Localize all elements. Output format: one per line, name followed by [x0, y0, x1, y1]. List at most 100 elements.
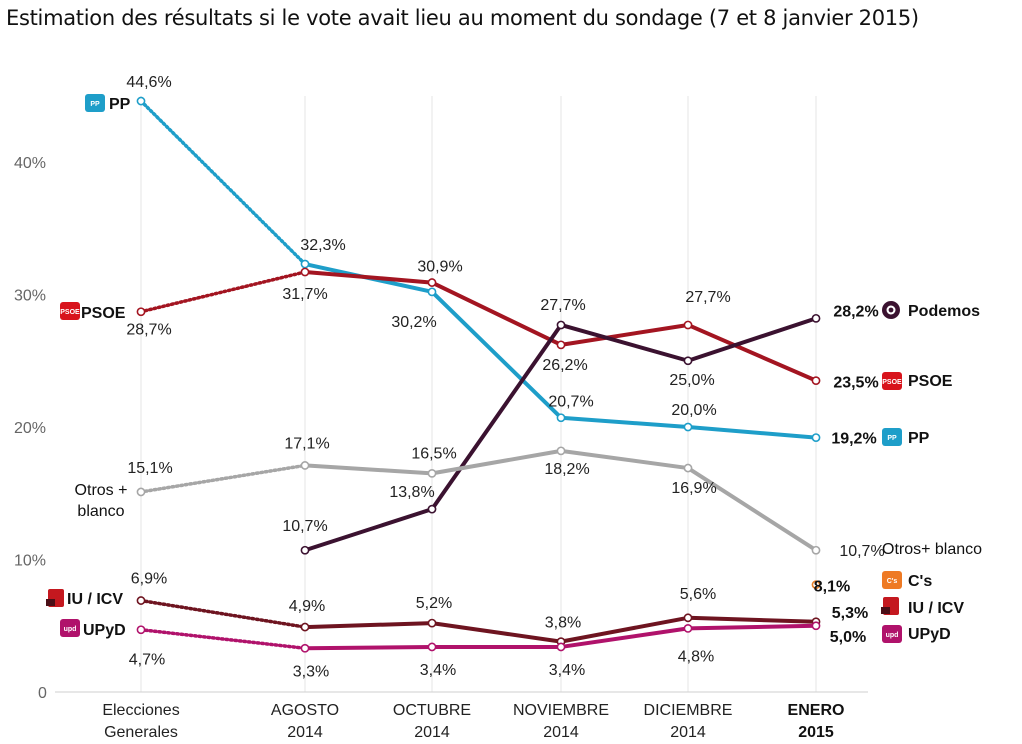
upyd-point [427, 642, 437, 652]
podemos-data-label: 27,7% [540, 297, 585, 314]
upyd-point [556, 642, 566, 652]
otros-blanco-point [136, 487, 146, 497]
upyd-segment [559, 626, 690, 649]
grid-layer [140, 96, 817, 692]
pp-data-label: 32,3% [300, 237, 345, 254]
psoe-segment [430, 280, 563, 347]
podemos-point [427, 504, 437, 514]
iu-icv-point [136, 596, 146, 605]
otros-blanco-point [683, 463, 693, 473]
pp-logo-icon: PP [85, 94, 105, 112]
x-tick-label: 2015 [798, 724, 834, 741]
x-tick-label: Generales [104, 724, 178, 741]
legend-start-psoe: PSOE [81, 305, 126, 322]
x-tick-label: OCTUBRE [393, 702, 471, 719]
otros-blanco-data-label: 10,7% [839, 543, 884, 560]
y-tick-label: 40% [14, 155, 46, 172]
podemos-segment [686, 316, 818, 363]
podemos-segment [430, 322, 563, 512]
otros-blanco-data-label: 16,9% [671, 480, 716, 497]
upyd-logo-icon: upd [882, 625, 902, 643]
iu-icv-point [300, 622, 310, 632]
iu-icv-data-label: 5,6% [680, 586, 716, 603]
podemos-segment [559, 322, 690, 363]
iu-logo-icon [46, 589, 64, 607]
pp-data-label: 44,6% [126, 74, 171, 91]
legend-end-pp: PP [908, 430, 930, 447]
y-tick-label: 0 [38, 685, 47, 702]
svg-text:upd: upd [886, 632, 899, 639]
line-layer [139, 99, 818, 651]
iu-icv-data-label: 5,3% [832, 605, 868, 622]
upyd-segment [303, 644, 434, 651]
otros-blanco-data-label: 16,5% [411, 445, 456, 462]
x-tick-label: Elecciones [102, 702, 179, 719]
psoe-segment [139, 270, 307, 314]
legend-end-iu: IU / ICV [908, 600, 964, 617]
label-layer: 44,6% 32,3% 30,2% 20,7% 20,0% 19,2% 28,7% 31,7%… [126, 74, 884, 680]
x-tick-label: 2014 [670, 724, 706, 741]
svg-text:C's: C's [887, 578, 898, 585]
x-tick-label: DICIEMBRE [644, 702, 733, 719]
podemos-data-label: 10,7% [282, 518, 327, 535]
iu-logo-icon [881, 597, 899, 615]
upyd-data-label: 3,4% [420, 662, 456, 679]
pp-data-label: 20,7% [548, 394, 593, 411]
upyd-data-label: 3,4% [549, 662, 585, 679]
upyd-point [300, 643, 310, 653]
cs-logo-icon: C's [882, 571, 902, 589]
psoe-logo-icon: PSOE [882, 372, 902, 390]
otros-blanco-point [300, 461, 310, 470]
pp-data-label: 30,2% [391, 314, 436, 331]
otros-blanco-data-label: 18,2% [544, 461, 589, 478]
podemos-data-label: 25,0% [669, 372, 714, 389]
legend-start-iu: IU / ICV [67, 591, 123, 608]
upyd-segment [139, 627, 307, 651]
podemos-logo-icon [882, 301, 900, 319]
pp-segment [430, 289, 563, 420]
iu-icv-point [427, 618, 437, 628]
otros-blanco-point [427, 468, 437, 478]
psoe-data-label: 23,5% [833, 375, 878, 392]
upyd-segment [686, 623, 818, 631]
legend-start-upyd: UPyD [83, 622, 126, 639]
upyd-data-label: 4,8% [678, 648, 714, 665]
svg-text:PSOE: PSOE [60, 309, 80, 316]
podemos-point [300, 545, 310, 555]
iu-icv-segment [559, 615, 690, 644]
y-tick-label: 30% [14, 288, 46, 305]
pp-point [683, 422, 693, 432]
chart-title: Estimation des résultats si le vote avai… [6, 6, 919, 30]
iu-icv-point [683, 613, 693, 623]
otros-blanco-segment [686, 466, 818, 553]
psoe-data-label: 30,9% [417, 259, 462, 276]
pp-data-label: 20,0% [671, 402, 716, 419]
upyd-data-label: 4,7% [129, 652, 165, 669]
podemos-data-label: 28,2% [833, 303, 878, 320]
upyd-logo-icon: upd [60, 619, 80, 637]
podemos-point [811, 313, 821, 323]
pp-point [556, 413, 566, 423]
iu-icv-data-label: 3,8% [545, 615, 581, 632]
iu-icv-data-label: 4,9% [289, 598, 325, 615]
x-tick-label: 2014 [414, 724, 450, 741]
c-s-point [811, 580, 821, 590]
podemos-segment [303, 507, 434, 553]
legend-start-otros: blanco [77, 503, 124, 520]
pp-logo-icon: PP [882, 428, 902, 446]
legend-start-pp: PP [109, 96, 131, 113]
otros-blanco-point [556, 446, 566, 456]
psoe-data-label: 27,7% [685, 289, 730, 306]
upyd-data-label: 3,3% [293, 663, 329, 680]
psoe-point [683, 320, 693, 330]
x-tick-label: AGOSTO [271, 702, 339, 719]
axis-layer: 0 10% 20% 30% 40% Elecciones Generales AGOSTO 20… [14, 155, 868, 741]
upyd-point [811, 621, 821, 631]
upyd-point [683, 624, 693, 633]
svg-text:PSOE: PSOE [882, 379, 902, 386]
iu-icv-data-label: 5,2% [416, 595, 452, 612]
psoe-logo-icon: PSOE [60, 302, 80, 320]
otros-blanco-data-label: 15,1% [127, 460, 172, 477]
